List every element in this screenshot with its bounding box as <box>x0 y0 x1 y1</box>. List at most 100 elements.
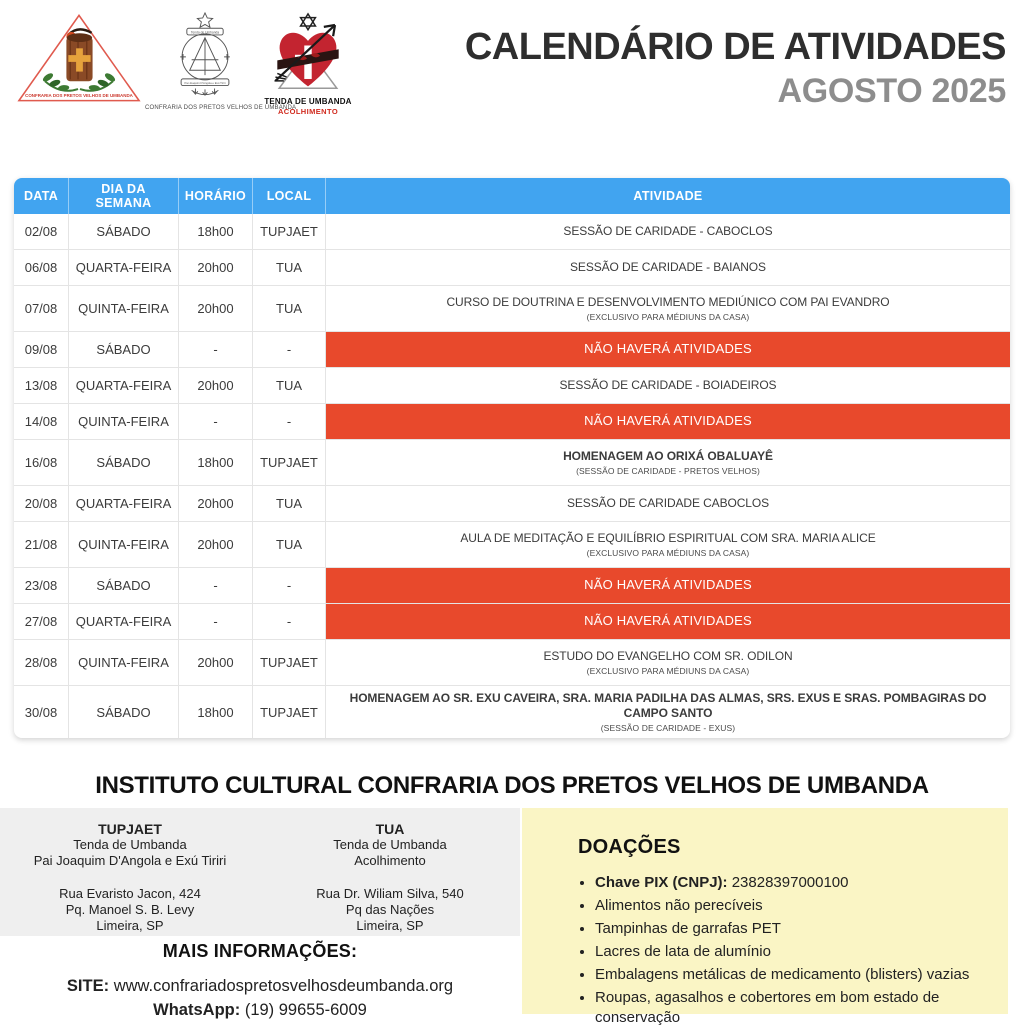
address-line: Pq das Nações <box>345 902 435 917</box>
cell-atividade: HOMENAGEM AO SR. EXU CAVEIRA, SRA. MARIA… <box>325 686 1010 738</box>
whatsapp-line: WhatsApp: (19) 99655-6009 <box>0 999 520 1021</box>
address-line: Rua Evaristo Jacon, 424 <box>59 886 201 901</box>
donation-item: Lacres de lata de alumínio <box>595 942 990 962</box>
more-info-title: MAIS INFORMAÇÕES: <box>162 941 358 961</box>
location-block-tupjaet: TUPJAET Tenda de Umbanda Pai Joaquim D'Ang… <box>0 821 260 936</box>
activity-title: SESSÃO DE CARIDADE CABOCLOS <box>566 496 770 510</box>
cell-dia-da-semana: QUINTA-FEIRA <box>68 522 178 567</box>
donation-item: Roupas, agasalhos e cobertores em bom es… <box>595 988 990 1028</box>
donation-item: Chave PIX (CNPJ): 23828397000100 <box>595 873 990 893</box>
column-header-local: LOCAL <box>252 178 325 214</box>
tenda-acolhimento-logo-icon <box>274 12 339 90</box>
activity-title: CURSO DE DOUTRINA E DESENVOLVIMENTO MEDI… <box>446 295 890 309</box>
cell-data: 16/08 <box>24 455 58 470</box>
activity-title: SESSÃO DE CARIDADE - CABOCLOS <box>563 224 773 238</box>
logo2-caption: CONFRARIA DOS PRETOS VELHOS DE UMBANDA <box>145 105 297 111</box>
table-row: 28/08 QUINTA-FEIRA 20h00 TUPJAET ESTUDO DO E… <box>14 639 1010 685</box>
location-name: TUA <box>375 821 405 837</box>
cell-horario: 20h00 <box>178 522 252 567</box>
cell-data: 06/08 <box>24 260 58 275</box>
cell-dia-da-semana: QUARTA-FEIRA <box>68 368 178 403</box>
logo2-ribbon-bottom-text: Pai Joaquim D'Angola e Exú Tiriri <box>185 81 226 85</box>
table-row: 23/08 SÁBADO - - NÃO HAVERÁ ATIVIDADES <box>14 567 1010 603</box>
cell-atividade-no-activity-banner: NÃO HAVERÁ ATIVIDADES <box>325 604 1010 639</box>
cell-data: 14/08 <box>24 414 58 429</box>
activity-subtitle: (EXCLUSIVO PARA MÉDIUNS DA CASA) <box>586 312 750 322</box>
address-line: Rua Dr. Wiliam Silva, 540 <box>316 886 464 901</box>
logo2-ribbon-top-text: Tenda de Umbanda <box>191 30 219 34</box>
address-line: Limeira, SP <box>356 918 424 933</box>
donation-item: Embalagens metálicas de medicamento (bli… <box>595 965 990 985</box>
cell-horario: 20h00 <box>178 250 252 285</box>
cell-data: 13/08 <box>24 378 58 393</box>
activity-title: NÃO HAVERÁ ATIVIDADES <box>584 413 752 429</box>
cell-dia-da-semana: SÁBADO <box>68 686 178 738</box>
activity-title: AULA DE MEDITAÇÃO E EQUILÍBRIO ESPIRITUA… <box>460 531 876 545</box>
location-address: Rua Dr. Wiliam Silva, 540 Pq das Nações Li… <box>260 886 520 934</box>
cell-atividade-no-activity-banner: NÃO HAVERÁ ATIVIDADES <box>325 404 1010 439</box>
site-line: SITE: www.confrariadospretosvelhosdeumba… <box>0 975 520 997</box>
address-line: Pq. Manoel S. B. Levy <box>65 902 195 917</box>
donation-item-label: Chave PIX (CNPJ): <box>595 874 732 891</box>
cell-horario: - <box>178 568 252 603</box>
table-row: 16/08 SÁBADO 18h00 TUPJAET HOMENAGEM AO ORIX… <box>14 439 1010 485</box>
cell-atividade: CURSO DE DOUTRINA E DESENVOLVIMENTO MEDI… <box>325 286 1010 331</box>
activity-title: NÃO HAVERÁ ATIVIDADES <box>584 613 752 629</box>
column-header-atividade: ATIVIDADE <box>325 178 1010 214</box>
cell-local: TUA <box>252 368 325 403</box>
cell-dia-da-semana: SÁBADO <box>68 214 178 249</box>
table-row: 09/08 SÁBADO - - NÃO HAVERÁ ATIVIDADES <box>14 331 1010 367</box>
cell-atividade: ESTUDO DO EVANGELHO COM SR. ODILON (EXCLU… <box>325 640 1010 685</box>
column-header-data: DATA <box>23 189 59 203</box>
site-label: SITE: <box>66 977 110 995</box>
locations-panel: TUPJAET Tenda de Umbanda Pai Joaquim D'Ang… <box>0 808 520 936</box>
cell-dia-da-semana: SÁBADO <box>68 332 178 367</box>
table-row: 30/08 SÁBADO 18h00 TUPJAET HOMENAGEM AO SR. … <box>14 685 1010 738</box>
cell-horario: - <box>178 332 252 367</box>
confraria-ponto-logo: Tenda de Umbanda Pai Joaquim D'Angola e … <box>145 11 297 111</box>
page-title: CALENDÁRIO DE ATIVIDADES <box>464 26 1007 68</box>
activity-subtitle: (EXCLUSIVO PARA MÉDIUNS DA CASA) <box>586 548 750 558</box>
donation-item: Tampinhas de garrafas PET <box>595 919 990 939</box>
tenda-acolhimento-logo: TENDA DE UMBANDA ACOLHIMENTO <box>264 12 352 116</box>
cell-horario: - <box>178 404 252 439</box>
activity-subtitle: (EXCLUSIVO PARA MÉDIUNS DA CASA) <box>586 666 750 676</box>
donations-panel: DOAÇÕES Chave PIX (CNPJ): 23828397000100… <box>522 808 1008 1026</box>
cell-data: 30/08 <box>24 704 58 720</box>
location-address: Rua Evaristo Jacon, 424 Pq. Manoel S. B. … <box>0 886 260 934</box>
cell-dia-da-semana: SÁBADO <box>68 440 178 485</box>
whatsapp-value: (19) 99655-6009 <box>244 1001 367 1019</box>
location-name: TUPJAET <box>98 821 162 837</box>
organization-title: INSTITUTO CULTURAL CONFRARIA DOS PRETOS … <box>95 772 929 799</box>
cell-local: TUPJAET <box>252 214 325 249</box>
cell-atividade: SESSÃO DE CARIDADE - CABOCLOS <box>325 214 1010 249</box>
cell-data: 20/08 <box>24 496 58 511</box>
column-header-dia: DIA DA SEMANA <box>68 178 178 214</box>
cell-data: 09/08 <box>24 342 58 357</box>
logo1-caption-text: CONFRARIA DOS PRETOS VELHOS DE UMBANDA <box>25 93 134 98</box>
table-row: 27/08 QUARTA-FEIRA - - NÃO HAVERÁ ATIVIDADES <box>14 603 1010 639</box>
cell-horario: 18h00 <box>178 214 252 249</box>
cell-local: TUPJAET <box>252 440 325 485</box>
whatsapp-label: WhatsApp: <box>153 1001 241 1019</box>
cell-horario: 18h00 <box>178 440 252 485</box>
logo3-caption-line2: ACOLHIMENTO <box>277 107 339 116</box>
column-header-horario: HORÁRIO <box>178 178 252 214</box>
cell-dia-da-semana: SÁBADO <box>68 568 178 603</box>
activity-title: NÃO HAVERÁ ATIVIDADES <box>584 577 752 593</box>
location-line: Tenda de Umbanda <box>333 837 447 852</box>
table-row: 13/08 QUARTA-FEIRA 20h00 TUA SESSÃO DE CARID… <box>14 367 1010 403</box>
donation-item: Alimentos não perecíveis <box>595 896 990 916</box>
confraria-ponto-logo-icon: Tenda de Umbanda Pai Joaquim D'Angola e … <box>180 11 230 96</box>
cell-data: 23/08 <box>24 578 58 593</box>
location-block-tua: TUA Tenda de Umbanda Acolhimento Rua Dr. Wi… <box>260 821 520 936</box>
cell-atividade: HOMENAGEM AO ORIXÁ OBALUAYÊ (SESSÃO DE CA… <box>325 440 1010 485</box>
activity-subtitle: (SESSÃO DE CARIDADE - PRETOS VELHOS) <box>576 466 760 476</box>
cell-atividade: SESSÃO DE CARIDADE - BOIADEIROS <box>325 368 1010 403</box>
cell-dia-da-semana: QUARTA-FEIRA <box>68 486 178 521</box>
cell-data: 27/08 <box>24 614 58 629</box>
activity-title: HOMENAGEM AO SR. EXU CAVEIRA, SRA. MARIA… <box>349 691 987 720</box>
location-line: Pai Joaquim D'Angola e Exú Tiriri <box>33 853 227 868</box>
activity-subtitle: (SESSÃO DE CARIDADE - EXUS) <box>600 723 736 733</box>
cell-dia-da-semana: QUINTA-FEIRA <box>68 404 178 439</box>
